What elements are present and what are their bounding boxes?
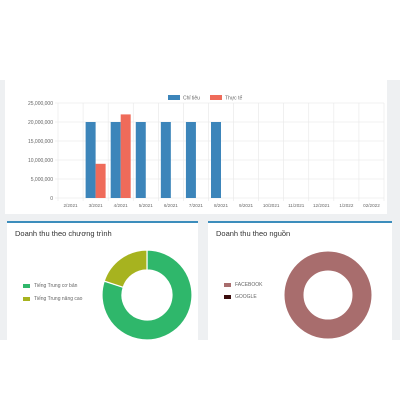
bar-chart-panel: Chỉ tiêu Thực tế 0 5,000,000 10,000,000 15,0… — [5, 80, 387, 214]
x-tick-label: 3/2021 — [89, 203, 103, 208]
legend-label: FACEBOOK — [235, 282, 263, 288]
x-tick-label: 4/2021 — [114, 203, 128, 208]
bar — [95, 163, 106, 198]
legend-item-facebook[interactable]: FACEBOOK — [224, 282, 263, 288]
program-revenue-donut — [101, 249, 193, 341]
y-tick-label: 15,000,000 — [28, 139, 53, 145]
x-tick-label: 7/2021 — [189, 203, 203, 208]
legend-label: Tiếng Trung nâng cao — [34, 296, 83, 302]
y-tick-label: 5,000,000 — [31, 177, 53, 183]
x-tick-label: 5/2021 — [139, 203, 153, 208]
source-revenue-title: Doanh thu theo nguồn — [216, 229, 291, 238]
y-tick-label: 0 — [50, 196, 53, 202]
x-tick-label: 11/2021 — [288, 203, 305, 208]
legend-label: Chỉ tiêu — [183, 95, 200, 102]
legend-swatch — [224, 295, 231, 299]
y-tick-label: 20,000,000 — [28, 120, 53, 126]
bar — [160, 122, 171, 198]
x-tick-label: 1/2022 — [339, 203, 353, 208]
legend-label: Thực tế — [225, 96, 242, 102]
bar — [135, 122, 146, 198]
bar-chart-bars[interactable] — [85, 114, 221, 198]
legend-item-advanced[interactable]: Tiếng Trung nâng cao — [23, 296, 82, 302]
bar-chart-y-axis: 0 5,000,000 10,000,000 15,000,000 20,000,000… — [28, 101, 53, 202]
legend-swatch — [224, 283, 231, 287]
dashboard: Chỉ tiêu Thực tế 0 5,000,000 10,000,000 15,0… — [0, 80, 400, 342]
legend-swatch — [23, 297, 30, 301]
bar-chart-x-axis: 2/2021 3/2021 4/2021 5/2021 6/2021 7/2021 8/20… — [64, 203, 381, 208]
bar-chart-legend[interactable]: Chỉ tiêu Thực tế — [168, 95, 242, 102]
bar — [120, 114, 131, 198]
legend-item-basic[interactable]: Tiếng Trung cơ bản — [23, 283, 77, 289]
x-tick-label: 6/2021 — [164, 203, 178, 208]
bar — [110, 122, 121, 198]
legend-swatch — [168, 95, 180, 100]
legend-label: Tiếng Trung cơ bản — [34, 283, 78, 289]
bar-chart: Chỉ tiêu Thực tế 0 5,000,000 10,000,000 15,0… — [28, 95, 385, 208]
x-tick-label: 2/2021 — [64, 203, 78, 208]
bar — [185, 122, 196, 198]
source-revenue-panel: Doanh thu theo nguồn FACEBOOK GOOGLE — [208, 221, 392, 342]
x-tick-label: 8/2021 — [214, 203, 228, 208]
program-revenue-title: Doanh thu theo chương trình — [15, 229, 112, 238]
x-tick-label: 10/2021 — [263, 203, 280, 208]
bar — [211, 122, 221, 198]
legend-swatch — [23, 284, 30, 288]
legend-item-google[interactable]: GOOGLE — [224, 294, 257, 300]
legend-swatch — [210, 95, 222, 100]
x-tick-label: 9/2021 — [239, 203, 253, 208]
y-tick-label: 25,000,000 — [28, 101, 53, 107]
legend-label: GOOGLE — [235, 294, 257, 300]
donut-slice — [101, 249, 193, 341]
donut-slice — [283, 250, 373, 340]
program-revenue-panel: Doanh thu theo chương trình Tiếng Trung … — [7, 221, 198, 342]
x-tick-label: 02/2022 — [363, 203, 380, 208]
bar — [85, 122, 96, 198]
donut-slice — [103, 249, 148, 289]
source-revenue-donut — [283, 250, 373, 340]
y-tick-label: 10,000,000 — [28, 158, 53, 164]
x-tick-label: 12/2021 — [313, 203, 330, 208]
